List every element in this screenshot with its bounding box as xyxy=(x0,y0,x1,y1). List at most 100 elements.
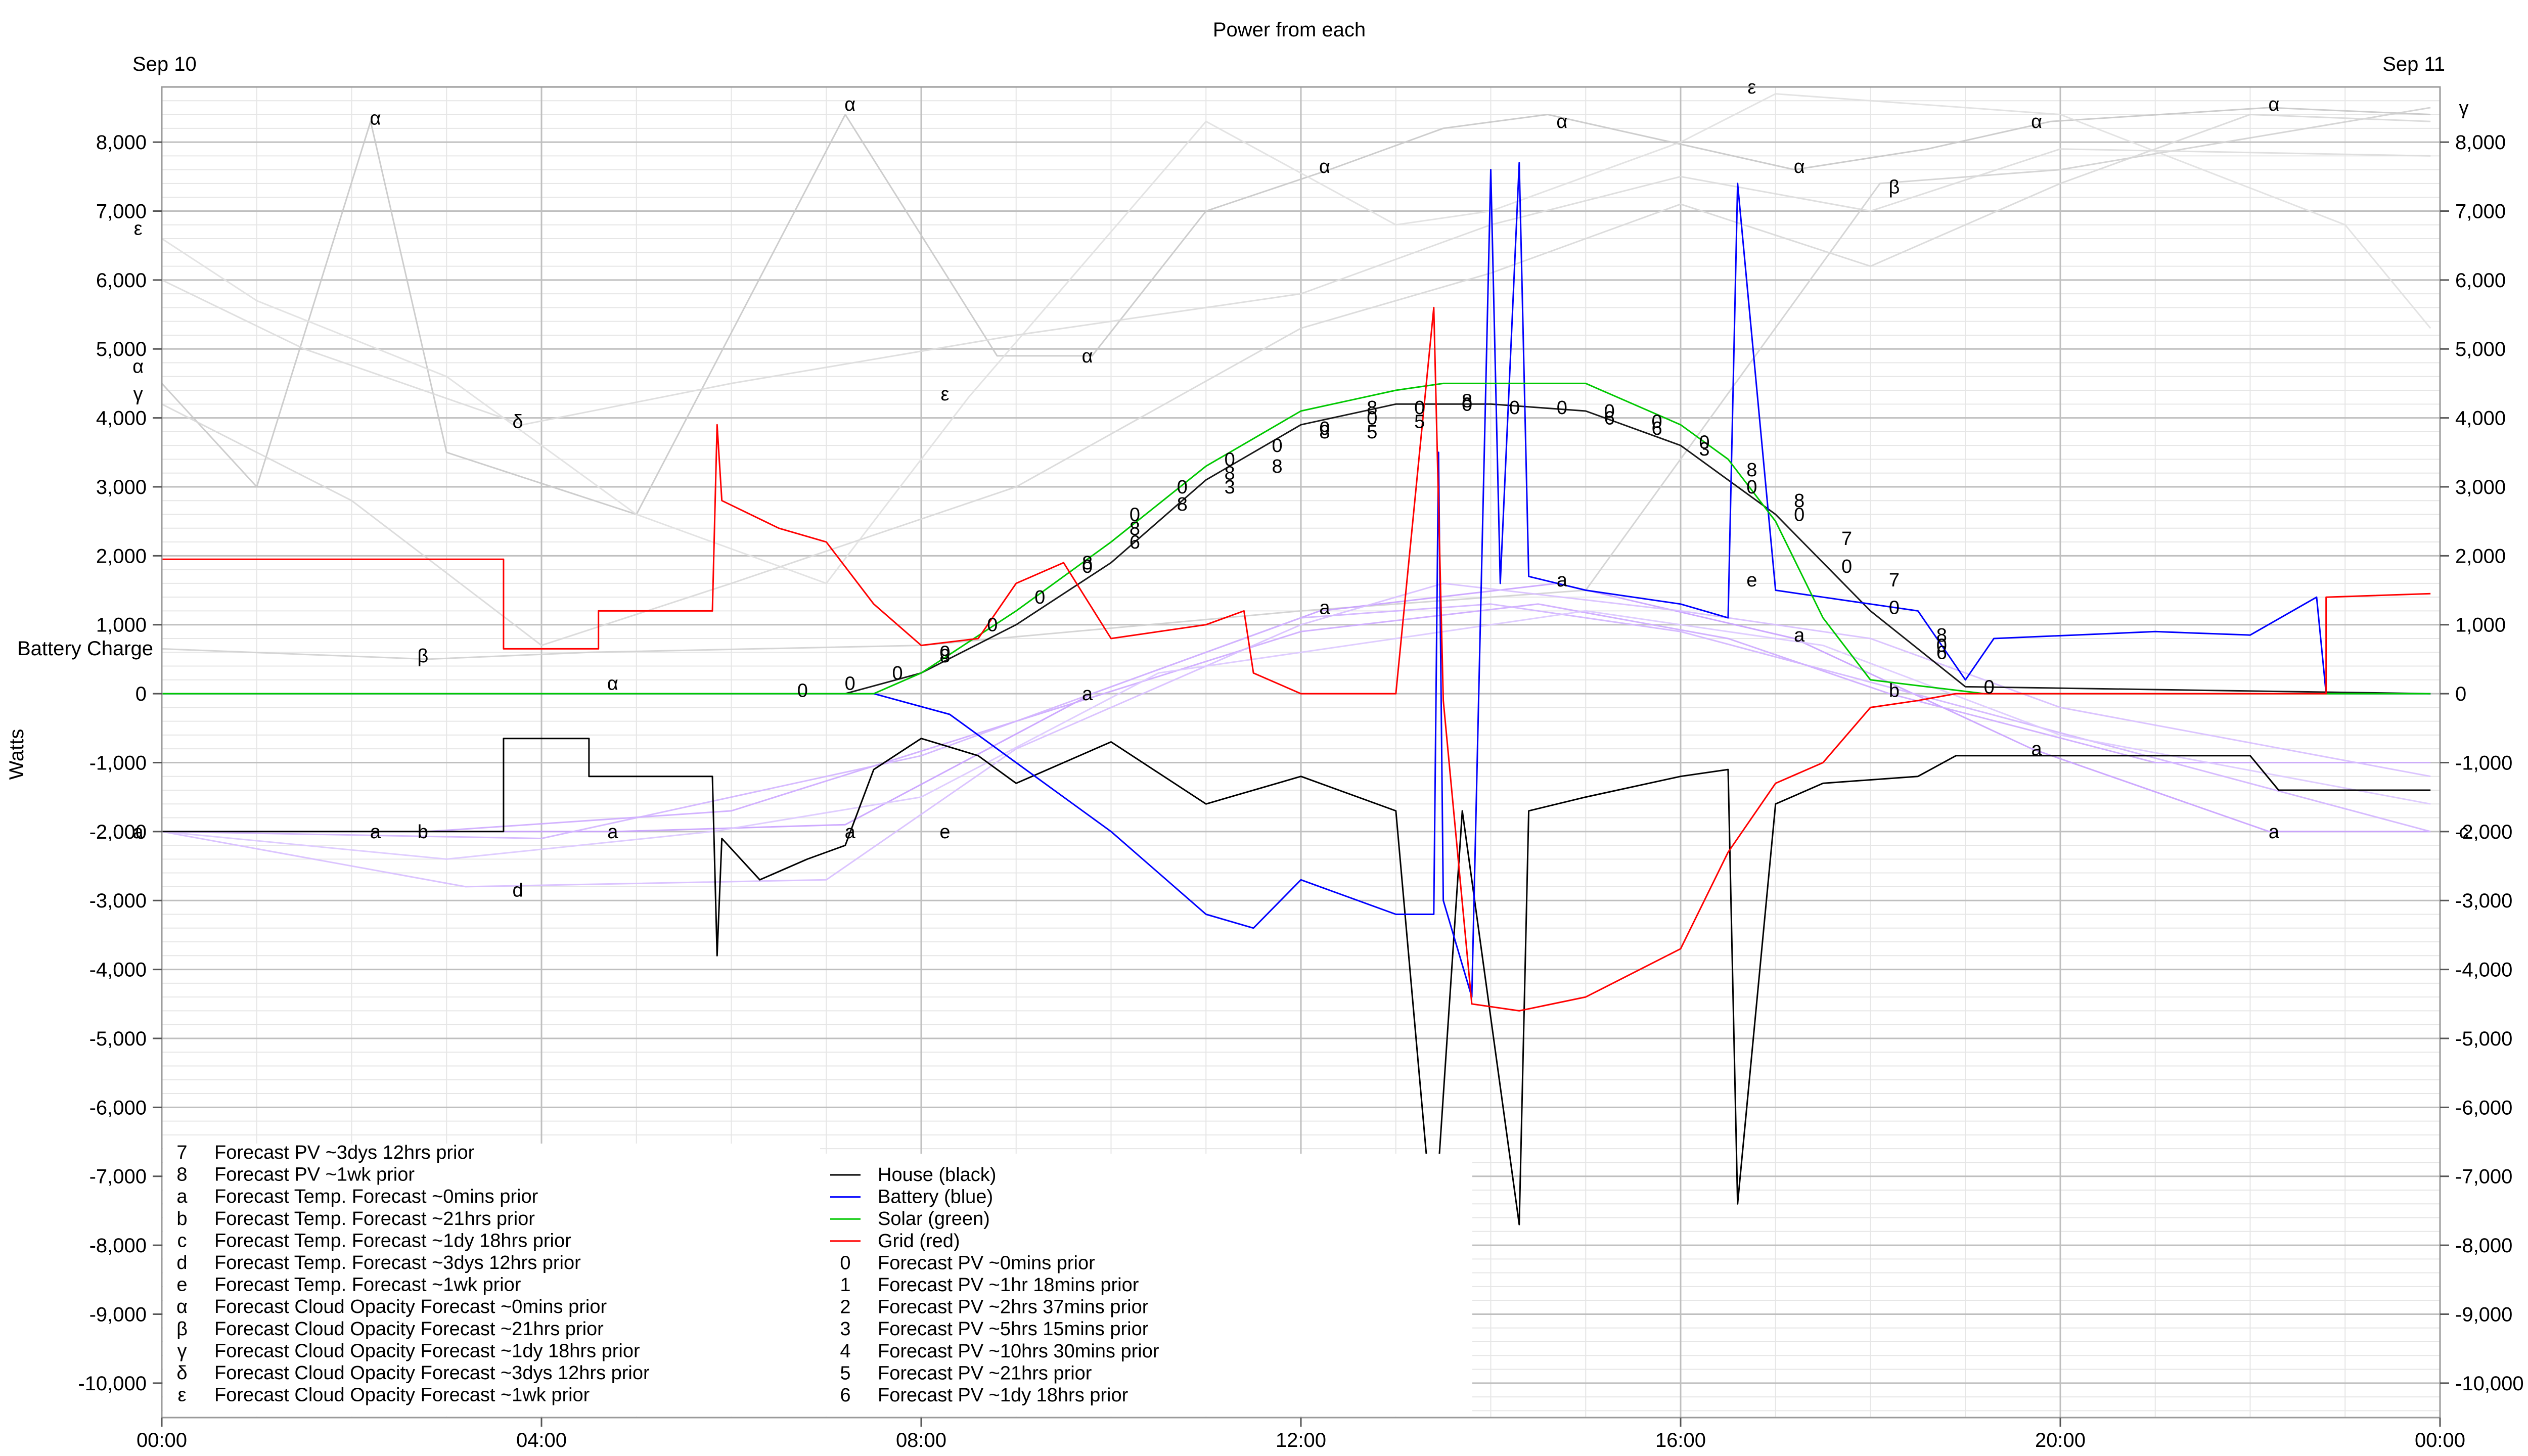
y-tick-label: 3,000 xyxy=(96,476,147,498)
forecast-marker: 8 xyxy=(1367,397,1377,419)
legend-symbol: b xyxy=(176,1208,187,1230)
axis-ticks: 8,000 8,000 7,000 7,000 6,000 6,000 5,000 5,000… xyxy=(78,131,2523,1451)
y-tick-label: 0 xyxy=(136,683,147,705)
series-line-5 xyxy=(161,107,2431,660)
y-tick-label-right: 2,000 xyxy=(2455,545,2506,567)
y-tick-label: -6,000 xyxy=(89,1097,147,1119)
forecast-marker: 0 xyxy=(1794,505,1804,526)
series-line-7 xyxy=(161,148,2431,426)
y-tick-label: 8,000 xyxy=(96,131,147,154)
y-tick-label: 7,000 xyxy=(96,200,147,222)
forecast-marker: 8 xyxy=(1082,553,1093,574)
y-tick-label-right: -6,000 xyxy=(2455,1097,2512,1119)
forecast-marker: a xyxy=(1319,598,1330,619)
x-tick-label: 00:00 xyxy=(137,1429,187,1451)
y-tick-label: -9,000 xyxy=(89,1303,147,1326)
forecast-marker: α xyxy=(370,108,381,129)
forecast-marker: 8 xyxy=(1272,456,1282,477)
forecast-marker: 8 xyxy=(1936,625,1947,646)
forecast-marker: 0 xyxy=(797,680,808,701)
forecast-marker: a xyxy=(2269,822,2280,843)
forecast-marker: 7 xyxy=(1889,570,1900,591)
legend-symbol: 7 xyxy=(176,1142,187,1163)
legend-label: Forecast Cloud Opacity Forecast ~0mins p… xyxy=(214,1296,607,1317)
y-tick-label-right: -7,000 xyxy=(2455,1166,2512,1188)
y-tick-label: 2,000 xyxy=(96,545,147,567)
legend-label: Forecast PV ~21hrs prior xyxy=(878,1362,1092,1384)
legend-symbol: 5 xyxy=(840,1362,850,1384)
legend-label: Solar (green) xyxy=(878,1208,990,1230)
forecast-marker: a xyxy=(1794,625,1805,646)
legend-symbol: 2 xyxy=(840,1297,850,1318)
legend-symbol: α xyxy=(176,1296,188,1317)
y-tick-label: 4,000 xyxy=(96,407,147,430)
legend-entry: b Forecast Temp. Forecast ~21hrs prior xyxy=(176,1208,535,1230)
legend-entry: 6 Forecast PV ~1dy 18hrs prior xyxy=(840,1385,1128,1406)
y-tick-label-right: 3,000 xyxy=(2455,476,2506,498)
series-line-4 xyxy=(161,107,2431,515)
x-tick-label: 04:00 xyxy=(516,1429,567,1451)
series-line-1 xyxy=(162,162,2431,998)
y-tick-label: -10,000 xyxy=(78,1373,147,1395)
forecast-marker: 0 xyxy=(939,642,950,663)
forecast-marker: a xyxy=(845,822,856,843)
series-line-3 xyxy=(162,306,2431,1012)
x-tick-label: 16:00 xyxy=(1655,1429,1706,1451)
forecast-marker: α xyxy=(1794,156,1805,177)
forecast-marker: 0 xyxy=(1936,635,1947,657)
forecast-marker: α xyxy=(844,94,855,115)
legend-label: Battery (blue) xyxy=(878,1187,993,1208)
legend: 7 Forecast PV ~3dys 12hrs prior 8 Forecast … xyxy=(176,1142,1159,1406)
forecast-marker: 5 xyxy=(1367,422,1377,443)
forecast-marker: 0 xyxy=(1367,408,1377,429)
legend-entry: γ Forecast Cloud Opacity Forecast ~1dy 18… xyxy=(177,1340,640,1361)
forecast-marker: 8 xyxy=(1177,494,1188,515)
legend-label: House (black) xyxy=(878,1164,996,1186)
legend-label: Forecast PV ~1wk prior xyxy=(214,1164,415,1186)
legend-label: Forecast Cloud Opacity Forecast ~21hrs p… xyxy=(214,1318,604,1340)
x-tick-label: 12:00 xyxy=(1276,1429,1326,1451)
forecast-marker: a xyxy=(607,822,618,843)
legend-symbol: δ xyxy=(176,1362,187,1384)
forecast-marker: β xyxy=(1889,177,1900,198)
legend-label: Forecast Cloud Opacity Forecast ~1wk pri… xyxy=(214,1385,590,1406)
legend-symbol: 6 xyxy=(840,1385,850,1406)
date-label-left: Sep 10 xyxy=(132,53,197,75)
legend-entry: 3 Forecast PV ~5hrs 15mins prior xyxy=(840,1318,1148,1340)
legend-label: Forecast Cloud Opacity Forecast ~3dys 12… xyxy=(214,1362,650,1384)
legend-entry: e Forecast Temp. Forecast ~1wk prior xyxy=(176,1275,521,1296)
legend-entry: α Forecast Cloud Opacity Forecast ~0mins … xyxy=(176,1296,607,1317)
forecast-marker: 6 xyxy=(1604,408,1615,429)
legend-entry: 5 Forecast PV ~21hrs prior xyxy=(840,1362,1092,1384)
forecast-marker: a xyxy=(1082,684,1093,705)
forecast-marker: 8 xyxy=(1319,422,1330,443)
legend-symbol: β xyxy=(176,1318,188,1340)
forecast-marker: 6 xyxy=(1936,642,1947,663)
forecast-marker: 5 xyxy=(1414,411,1425,432)
forecast-marker: 0 xyxy=(892,663,902,684)
legend-entry: c Forecast Temp. Forecast ~1dy 18hrs prio… xyxy=(177,1230,572,1251)
forecast-marker: α xyxy=(1556,111,1567,132)
series-layer xyxy=(161,93,2431,1239)
forecast-marker: e xyxy=(939,822,950,843)
legend-label: Forecast PV ~2hrs 37mins prior xyxy=(878,1297,1149,1318)
forecast-marker: 0 xyxy=(1177,477,1188,498)
y-tick-label-right: -2,000 xyxy=(2455,821,2512,843)
forecast-marker: 0 xyxy=(1462,394,1472,415)
y-tick-label: -3,000 xyxy=(89,890,147,912)
forecast-marker: 3 xyxy=(1225,477,1235,498)
legend-symbol: a xyxy=(176,1186,188,1207)
forecast-marker: 0 xyxy=(1130,505,1140,526)
legend-entry: House (black) xyxy=(830,1164,996,1186)
y-tick-label-right: -4,000 xyxy=(2455,959,2512,981)
y-tick-label-right: -1,000 xyxy=(2455,752,2512,774)
forecast-marker: c xyxy=(2459,822,2468,843)
legend-label: Forecast PV ~5hrs 15mins prior xyxy=(878,1318,1149,1340)
legend-entry: a Forecast Temp. Forecast ~0mins prior xyxy=(176,1186,538,1207)
y-tick-label-right: 7,000 xyxy=(2455,200,2506,222)
legend-entry: 4 Forecast PV ~10hrs 30mins prior xyxy=(840,1341,1159,1362)
forecast-marker: 0 xyxy=(1651,411,1662,432)
forecast-marker: a xyxy=(2031,739,2042,760)
forecast-marker: γ xyxy=(133,384,143,405)
forecast-marker: 0 xyxy=(1889,598,1900,619)
